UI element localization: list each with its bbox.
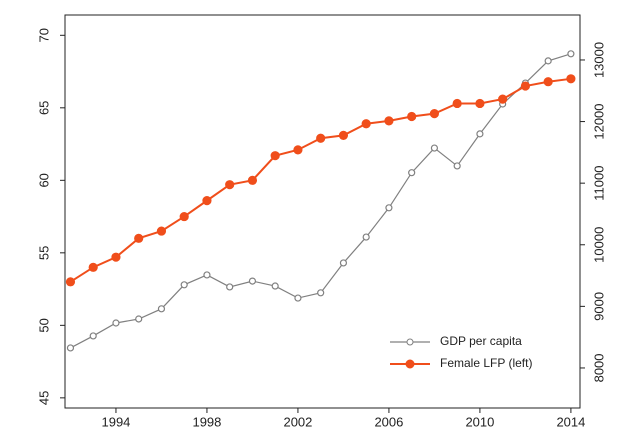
y-tick-label: 50	[36, 318, 51, 332]
point	[407, 111, 417, 122]
x-tick-label: 2010	[465, 414, 494, 429]
point	[498, 94, 508, 104]
point	[225, 180, 235, 190]
legend: GDP per capita Female LFP (left)	[390, 334, 532, 370]
legend-label: GDP per capita	[440, 334, 522, 348]
legend-label: Female LFP (left)	[440, 356, 532, 370]
legend-marker	[405, 359, 415, 369]
point	[203, 271, 211, 279]
point	[566, 74, 576, 84]
point	[179, 211, 189, 222]
y2-tick-label: 10000	[591, 227, 606, 263]
point	[362, 233, 370, 241]
y-tick-label: 70	[36, 28, 51, 42]
x-tick-label: 2002	[283, 414, 312, 429]
x-tick-label: 1998	[192, 414, 221, 429]
point	[156, 226, 167, 236]
y2-tick-label: 8000	[591, 353, 606, 382]
point	[317, 289, 325, 297]
point	[180, 281, 188, 289]
point	[247, 175, 258, 185]
y-tick-label: 60	[36, 173, 51, 187]
series-line	[69, 77, 572, 283]
point	[248, 277, 257, 285]
point	[452, 98, 462, 109]
point	[429, 109, 440, 119]
point	[384, 116, 394, 126]
point	[385, 204, 393, 212]
point	[293, 145, 303, 155]
point	[88, 262, 98, 272]
point	[157, 305, 166, 313]
point	[134, 233, 144, 243]
point	[294, 294, 302, 302]
y-tick-label: 55	[36, 246, 51, 260]
point	[543, 77, 553, 87]
x-tick-label: 2006	[374, 414, 403, 429]
point	[66, 344, 75, 352]
point	[408, 169, 416, 177]
point	[453, 162, 461, 170]
x-tick-label: 1994	[101, 414, 130, 429]
point	[226, 283, 234, 291]
point	[338, 130, 349, 140]
y-tick-label: 65	[36, 101, 51, 115]
point	[361, 119, 371, 129]
y2-tick-label: 9000	[591, 292, 606, 321]
point	[112, 319, 120, 327]
series-line	[70, 53, 572, 349]
y-tick-label: 45	[36, 391, 51, 405]
point	[270, 151, 280, 161]
point	[202, 196, 212, 206]
y2-tick-label: 13000	[591, 42, 606, 78]
point	[65, 277, 76, 287]
point	[475, 98, 485, 109]
point	[135, 315, 143, 323]
point	[520, 81, 531, 91]
point	[567, 50, 575, 58]
point	[111, 252, 121, 262]
point	[476, 130, 484, 138]
y2-tick-label: 11000	[591, 166, 606, 201]
legend-marker	[406, 338, 414, 346]
point	[430, 144, 439, 152]
point	[544, 57, 552, 65]
point	[89, 332, 97, 340]
point	[339, 259, 348, 267]
y2-tick-label: 12000	[591, 103, 606, 139]
point	[271, 282, 279, 290]
point	[316, 133, 326, 143]
plot-frame	[64, 14, 581, 409]
x-tick-label: 2014	[556, 414, 585, 429]
